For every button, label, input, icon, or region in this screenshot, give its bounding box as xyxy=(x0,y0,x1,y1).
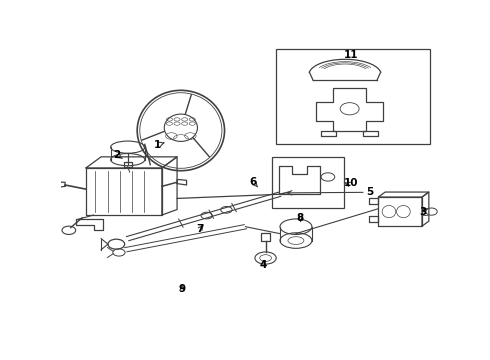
Bar xyxy=(276,49,430,144)
Text: 4: 4 xyxy=(260,260,267,270)
Text: 10: 10 xyxy=(343,179,358,189)
Text: 7: 7 xyxy=(196,225,203,234)
Text: 5: 5 xyxy=(366,187,373,197)
Text: 1: 1 xyxy=(153,140,161,150)
Text: 2: 2 xyxy=(113,150,120,159)
Text: 8: 8 xyxy=(297,213,304,223)
Text: 3: 3 xyxy=(419,207,426,217)
Bar xyxy=(272,157,344,208)
Text: 9: 9 xyxy=(178,284,186,294)
Text: 6: 6 xyxy=(249,177,257,187)
Text: 11: 11 xyxy=(343,50,358,60)
